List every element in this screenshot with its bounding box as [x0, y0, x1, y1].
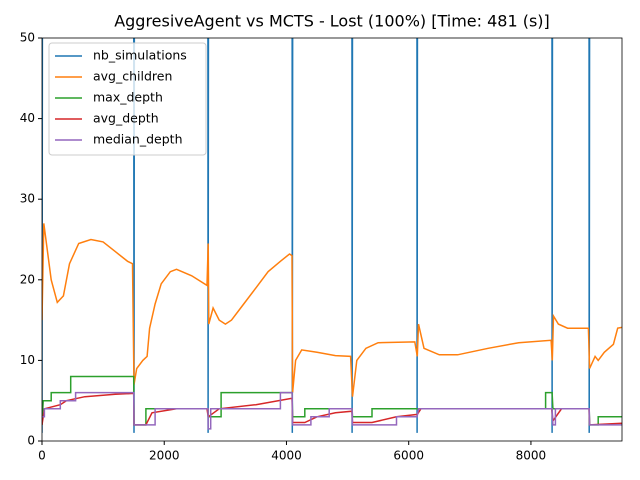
axes-frame [41, 37, 623, 442]
y-tick-label: 10 [20, 353, 35, 367]
y-tick-label: 0 [27, 434, 35, 448]
legend-label: avg_children [93, 69, 172, 84]
line-series [42, 391, 622, 430]
plot-area [42, 38, 622, 433]
y-tick-label: 20 [20, 272, 35, 286]
y-tick-label: 30 [20, 192, 35, 206]
legend: nb_simulations avg_children max_depth avg_d… [48, 42, 207, 156]
x-tick-label: 4000 [271, 449, 302, 463]
x-tick-label: 0 [38, 449, 46, 463]
line-series [42, 223, 622, 397]
chart-title: AggresiveAgent vs MCTS - Lost (100%) [Ti… [114, 12, 550, 31]
legend-label: max_depth [93, 90, 163, 105]
legend-label: nb_simulations [93, 48, 187, 63]
x-tick-label: 8000 [516, 449, 547, 463]
legend-label: median_depth [93, 132, 183, 147]
y-tick-label: 50 [20, 31, 35, 45]
legend-box [48, 42, 207, 156]
x-tick-label: 6000 [393, 449, 424, 463]
x-tick-label: 2000 [149, 449, 180, 463]
y-tick-label: 40 [20, 111, 35, 125]
line-series [42, 375, 622, 426]
legend-label: avg_depth [93, 111, 159, 126]
